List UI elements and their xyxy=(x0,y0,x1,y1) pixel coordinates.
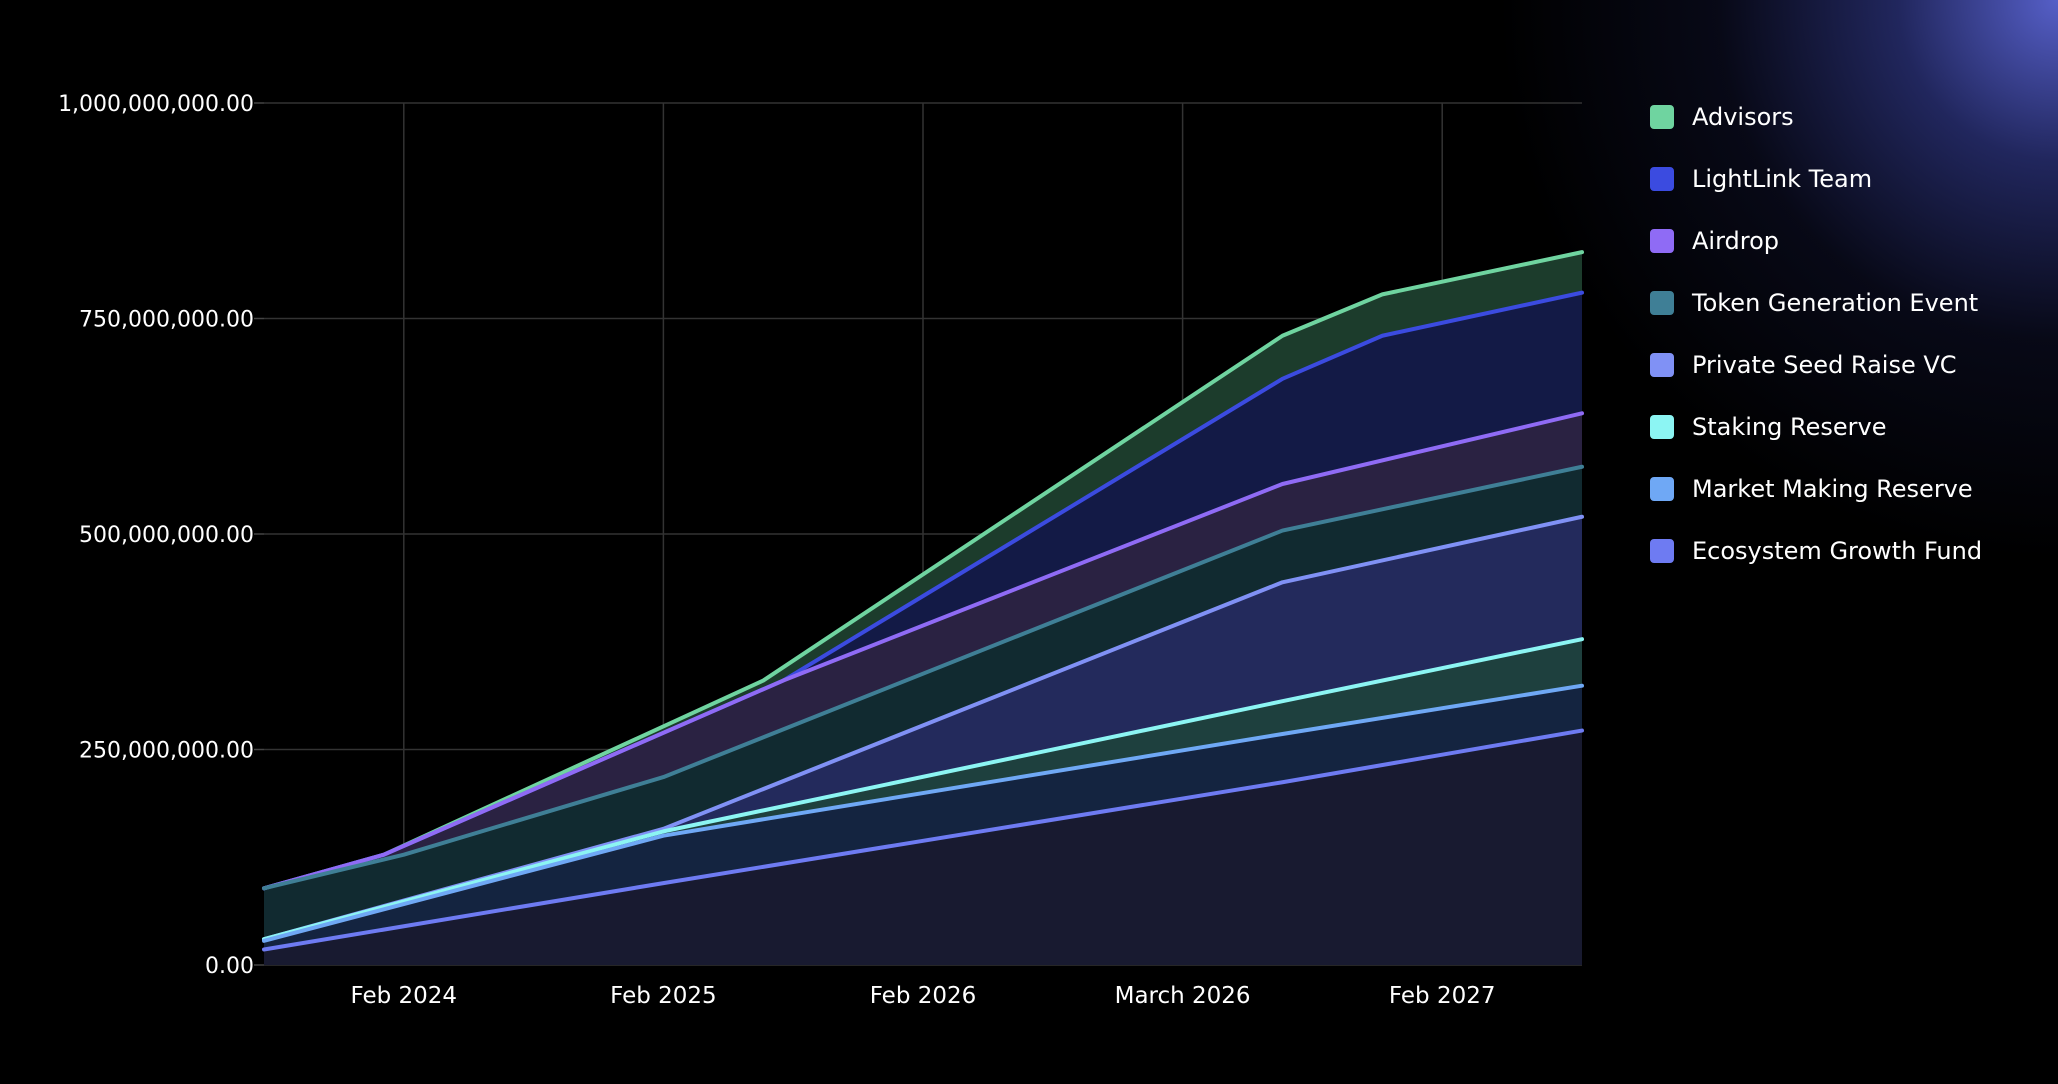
legend-item-private-seed-raise-vc[interactable]: Private Seed Raise VC xyxy=(1650,334,1982,396)
series-lines xyxy=(262,250,1584,952)
legend-swatch-staking-reserve xyxy=(1650,415,1674,439)
line-token-generation-event[interactable] xyxy=(262,464,1584,891)
legend-item-staking-reserve[interactable]: Staking Reserve xyxy=(1650,396,1982,458)
legend-item-airdrop[interactable]: Airdrop xyxy=(1650,210,1982,272)
y-tick-label: 0.00 xyxy=(205,954,254,979)
legend: Advisors LightLink Team Airdrop Token Ge… xyxy=(1650,86,1982,582)
line-ecosystem-growth-fund[interactable] xyxy=(262,728,1584,952)
x-tick-label: Feb 2027 xyxy=(1389,983,1496,1009)
legend-label-market-making-reserve: Market Making Reserve xyxy=(1692,475,1973,503)
legend-label-ecosystem-growth-fund: Ecosystem Growth Fund xyxy=(1692,537,1983,565)
legend-swatch-private-seed-raise-vc xyxy=(1650,353,1674,377)
y-tick-label: 250,000,000.00 xyxy=(79,739,254,764)
y-axis-ticks: 0.00 250,000,000.00 500,000,000.00 750,000,… xyxy=(58,92,254,979)
legend-swatch-lightlink-team xyxy=(1650,167,1674,191)
y-tick-label: 750,000,000.00 xyxy=(79,308,254,333)
legend-item-ecosystem-growth-fund[interactable]: Ecosystem Growth Fund xyxy=(1650,520,1982,582)
line-airdrop[interactable] xyxy=(262,411,1584,891)
legend-item-advisors[interactable]: Advisors xyxy=(1650,86,1982,148)
legend-swatch-market-making-reserve xyxy=(1650,477,1674,501)
legend-swatch-ecosystem-growth-fund xyxy=(1650,539,1674,563)
line-market-making-reserve[interactable] xyxy=(262,683,1584,943)
y-tick-label: 1,000,000,000.00 xyxy=(58,92,254,117)
line-staking-reserve[interactable] xyxy=(262,637,1584,942)
legend-item-token-generation-event[interactable]: Token Generation Event xyxy=(1650,272,1982,334)
legend-label-private-seed-raise-vc: Private Seed Raise VC xyxy=(1692,351,1957,379)
legend-swatch-airdrop xyxy=(1650,229,1674,253)
legend-label-lightlink-team: LightLink Team xyxy=(1692,165,1873,193)
legend-item-market-making-reserve[interactable]: Market Making Reserve xyxy=(1650,458,1982,520)
x-tick-label: Feb 2025 xyxy=(610,983,717,1009)
legend-item-lightlink-team[interactable]: LightLink Team xyxy=(1650,148,1982,210)
legend-label-token-generation-event: Token Generation Event xyxy=(1692,289,1979,317)
legend-swatch-token-generation-event xyxy=(1650,291,1674,315)
x-tick-label: March 2026 xyxy=(1115,983,1251,1009)
legend-swatch-advisors xyxy=(1650,105,1674,129)
x-tick-label: Feb 2026 xyxy=(870,983,977,1009)
legend-label-staking-reserve: Staking Reserve xyxy=(1692,413,1887,441)
x-tick-label: Feb 2024 xyxy=(350,983,457,1009)
legend-label-advisors: Advisors xyxy=(1692,103,1794,131)
y-tick-label: 500,000,000.00 xyxy=(79,523,254,548)
x-axis-ticks: Feb 2024 Feb 2025 Feb 2026 March 2026 Feb 20… xyxy=(350,983,1495,1009)
legend-label-airdrop: Airdrop xyxy=(1692,227,1780,255)
